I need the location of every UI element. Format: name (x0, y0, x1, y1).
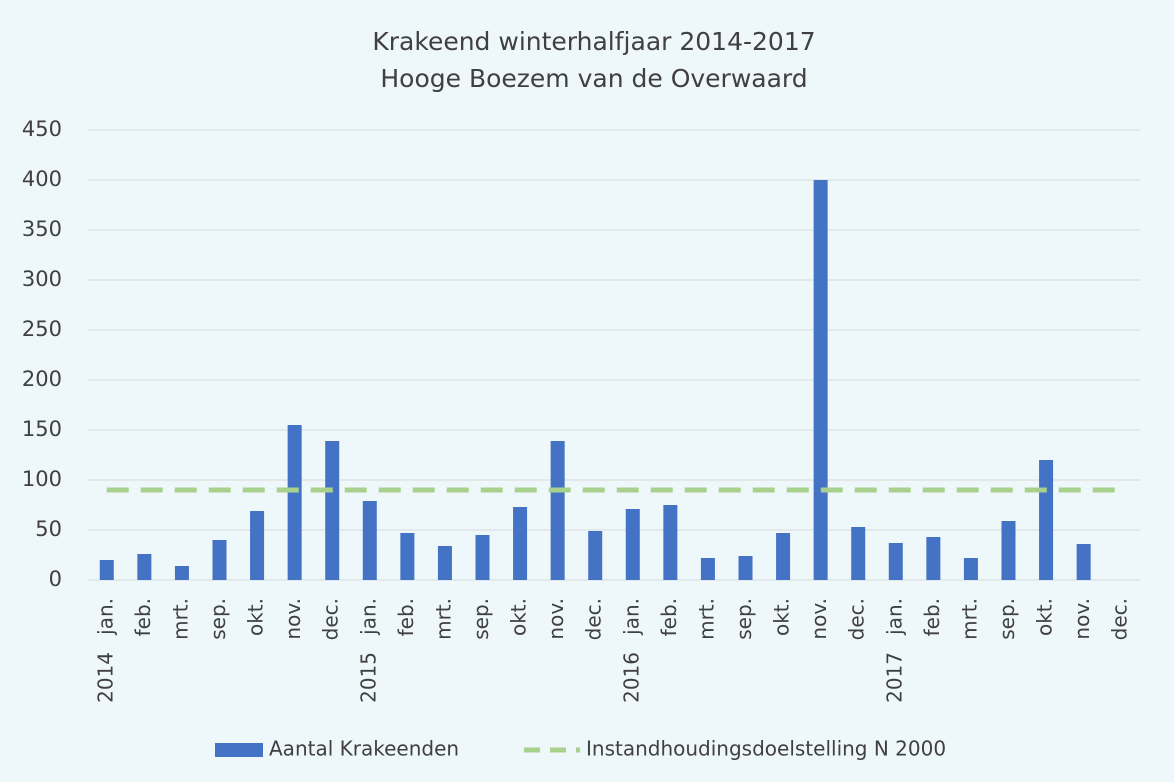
y-tick-label: 200 (22, 367, 62, 391)
x-tick-label: sep. (995, 598, 1019, 640)
y-tick-label: 400 (22, 167, 62, 191)
bar (963, 558, 978, 580)
x-tick-label: dec. (845, 598, 869, 640)
y-tick-label: 350 (22, 217, 62, 241)
x-tick-label: mrt. (957, 598, 981, 640)
bar (550, 441, 565, 580)
x-tick-label: mrt. (431, 598, 455, 640)
bar (362, 501, 377, 580)
x-tick-label: nov. (544, 598, 568, 640)
x-tick-label: feb. (657, 598, 681, 636)
bar (137, 554, 152, 580)
x-tick-label: okt. (507, 598, 531, 636)
y-tick-label: 300 (22, 267, 62, 291)
bar (700, 558, 715, 580)
x-tick-label: jan. (619, 598, 643, 636)
x-tick-label: dec. (582, 598, 606, 640)
bar (625, 509, 640, 580)
x-tick-label: okt. (770, 598, 794, 636)
bar (1001, 521, 1016, 580)
x-tick-label: nov. (281, 598, 305, 640)
x-tick-label: feb. (920, 598, 944, 636)
bar (776, 533, 791, 580)
x-tick-label: mrt. (168, 598, 192, 640)
x-tick-label: okt. (1033, 598, 1057, 636)
y-tick-label: 0 (49, 567, 62, 591)
bar (888, 543, 903, 580)
bar (851, 527, 866, 580)
bar (174, 566, 189, 580)
chart-title: Krakeend winterhalfjaar 2014-2017 (372, 27, 815, 56)
bar (663, 505, 678, 580)
bar (325, 441, 340, 580)
legend-label: Aantal Krakeenden (269, 737, 459, 761)
x-tick-label: sep. (469, 598, 493, 640)
bar (588, 531, 603, 580)
x-tick-label: jan. (93, 598, 117, 636)
x-tick-label: sep. (732, 598, 756, 640)
bar (1076, 544, 1091, 580)
x-group-label: 2016 (619, 652, 643, 703)
x-group-label: 2015 (356, 652, 380, 703)
y-tick-label: 50 (35, 517, 62, 541)
x-tick-label: sep. (206, 598, 230, 640)
bar (513, 507, 528, 580)
bar (1039, 460, 1054, 580)
bar (400, 533, 415, 580)
x-tick-label: feb. (131, 598, 155, 636)
bar (287, 425, 302, 580)
y-tick-label: 150 (22, 417, 62, 441)
x-tick-label: jan. (882, 598, 906, 636)
y-tick-label: 250 (22, 317, 62, 341)
bar (437, 546, 452, 580)
x-tick-label: feb. (394, 598, 418, 636)
x-tick-label: okt. (244, 598, 268, 636)
y-tick-label: 450 (22, 117, 62, 141)
bar (250, 511, 265, 580)
x-tick-label: mrt. (694, 598, 718, 640)
bar (813, 180, 828, 580)
bar (99, 560, 114, 580)
legend-swatch (215, 743, 263, 757)
bar (475, 535, 490, 580)
y-tick-label: 100 (22, 467, 62, 491)
legend-label: Instandhoudingsdoelstelling N 2000 (586, 737, 946, 761)
x-group-label: 2017 (882, 652, 906, 703)
bar (738, 556, 753, 580)
x-tick-label: dec. (1108, 598, 1132, 640)
bar (212, 540, 227, 580)
x-group-label: 2014 (93, 652, 117, 703)
bar (926, 537, 941, 580)
chart-title: Hooge Boezem van de Overwaard (380, 64, 807, 93)
x-tick-label: jan. (356, 598, 380, 636)
x-tick-label: nov. (1070, 598, 1094, 640)
x-tick-label: dec. (319, 598, 343, 640)
x-tick-label: nov. (807, 598, 831, 640)
